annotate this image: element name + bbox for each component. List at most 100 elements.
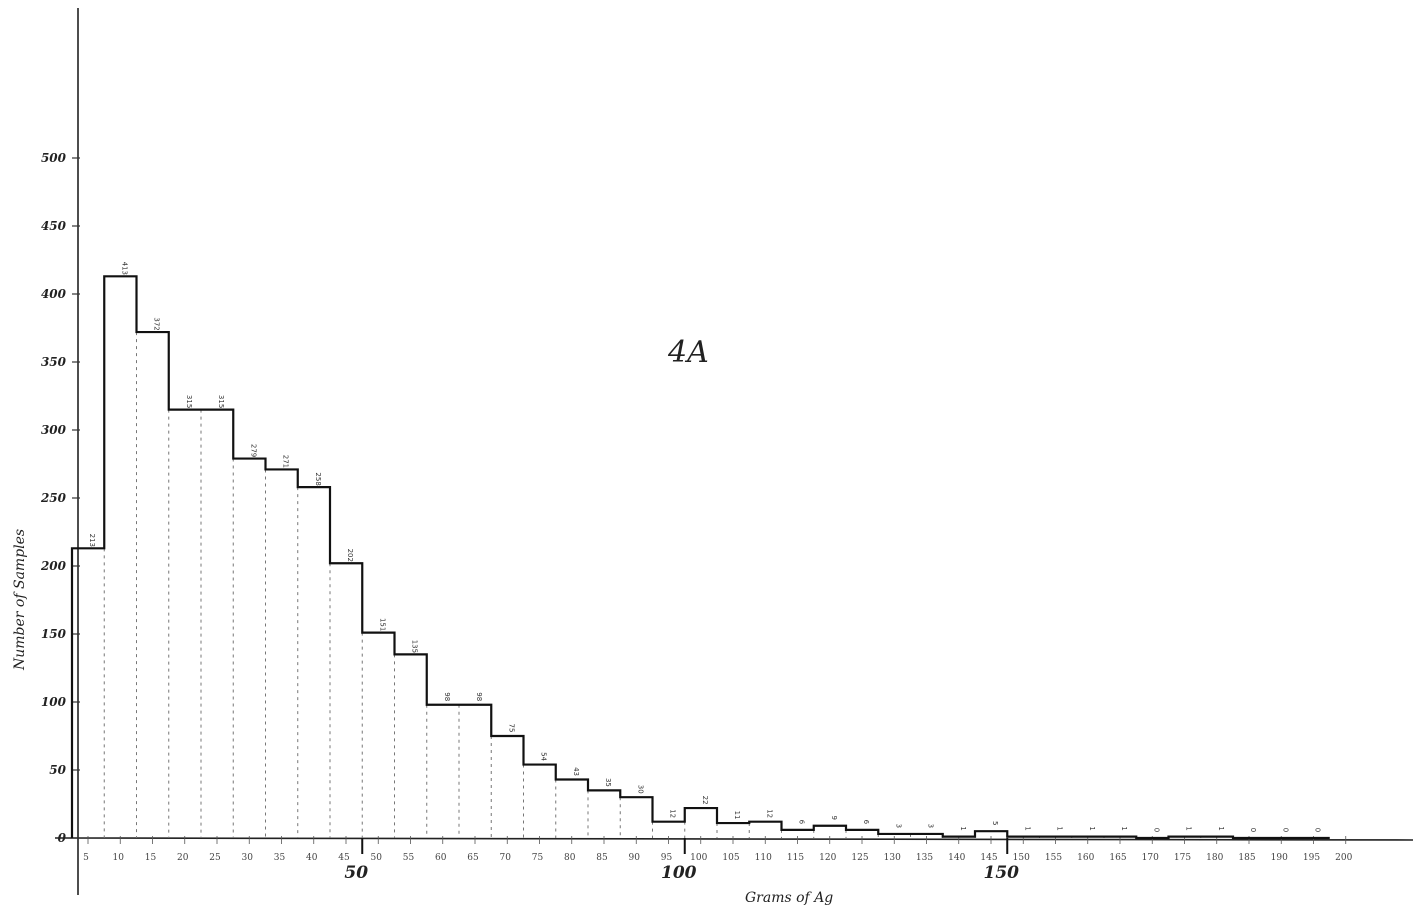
- bar-value-label: 279: [249, 444, 257, 457]
- bar-value-label: 315: [217, 395, 225, 408]
- x-axis: [54, 837, 1413, 841]
- histogram-bar: [749, 822, 781, 838]
- x-tick-label: 50: [371, 853, 383, 863]
- x-tick-label: 160: [1077, 853, 1094, 863]
- x-tick-label: 40: [306, 853, 318, 863]
- x-tick-label: 75: [532, 853, 544, 863]
- y-tick-labels: 0 50 100 150 200 250 300 350 400 450 500: [40, 151, 80, 845]
- x-tick-label: 30: [242, 853, 254, 863]
- histogram-outline: [70, 275, 1330, 840]
- chart-title: 4A: [667, 335, 709, 370]
- x-tick-label: 5: [83, 853, 89, 863]
- bar-value-label: 35: [604, 778, 612, 787]
- x-tick-label: 20: [177, 853, 189, 863]
- major-x-tick-labels: 50 100 150: [344, 838, 1019, 883]
- x-tick-label: 60: [435, 853, 447, 863]
- bar-value-label: 0: [1249, 828, 1257, 832]
- x-tick-label: 105: [722, 853, 739, 863]
- x-tick-label: 190: [1271, 853, 1288, 863]
- x-tick-label: 100: [690, 853, 707, 863]
- x-tick-label: 70: [500, 853, 512, 863]
- major-x-tick-label: 100: [661, 863, 697, 883]
- x-tick-labels: 5 10 15 20 25 30 35 40 45 50 55 60 65 70 75 80 85 90 95 100…: [83, 836, 1353, 863]
- x-tick-label: 185: [1238, 853, 1255, 863]
- y-tick-label: 150: [41, 627, 67, 641]
- histogram-bar: [653, 822, 685, 838]
- bar-value-label: 6: [862, 820, 870, 825]
- x-tick-label: 140: [948, 853, 965, 863]
- x-tick-label: 175: [1174, 853, 1191, 863]
- y-axis-title: Number of Samples: [12, 529, 28, 671]
- histogram-bar: [362, 633, 394, 838]
- x-axis-line: [54, 837, 1413, 841]
- bar-value-label: 202: [346, 549, 354, 562]
- bar-value-label: 5: [991, 821, 999, 825]
- histogram-bar: [782, 830, 814, 838]
- y-tick-label: 200: [40, 559, 67, 573]
- x-tick-label: 25: [209, 853, 221, 863]
- bar-value-label: 1: [1185, 826, 1193, 830]
- bar-value-label: 43: [572, 767, 580, 776]
- histogram-bar: [846, 830, 878, 838]
- histogram-bar: [620, 797, 652, 838]
- histogram-bar: [266, 469, 298, 838]
- histogram-bar: [588, 790, 620, 838]
- y-tick-label: 50: [49, 763, 66, 777]
- bar-value-label: 3: [894, 824, 902, 828]
- x-tick-label: 130: [884, 853, 901, 863]
- bar-value-label: 0: [1152, 828, 1160, 832]
- bar-value-label: 1: [1088, 826, 1096, 830]
- bar-value-label: 75: [507, 724, 515, 733]
- x-tick-label: 85: [596, 853, 608, 863]
- y-tick-label: 100: [41, 695, 67, 709]
- bar-value-label: 98: [443, 692, 451, 701]
- histogram-bar: [233, 459, 265, 838]
- x-tick-label: 45: [338, 853, 350, 863]
- histogram-bar: [717, 823, 749, 838]
- x-tick-label: 90: [629, 853, 641, 863]
- x-tick-label: 15: [145, 853, 157, 863]
- bar-value-label: 1: [1120, 826, 1128, 830]
- bar-value-label: 9: [830, 816, 838, 820]
- x-tick-label: 95: [661, 853, 673, 863]
- y-tick-label: 300: [41, 423, 67, 437]
- histogram-bar: [556, 780, 588, 838]
- x-tick-label: 35: [274, 853, 286, 863]
- bar-value-label: 6: [798, 820, 806, 825]
- x-tick-label: 200: [1335, 853, 1352, 863]
- x-tick-label: 120: [819, 853, 836, 863]
- histogram-bar: [427, 705, 459, 838]
- bar-value-label: 1: [1023, 826, 1031, 830]
- bar-value-label: 271: [282, 455, 290, 468]
- x-tick-label: 165: [1109, 853, 1126, 863]
- histogram-bar: [137, 332, 169, 838]
- bar-value-label: 22: [701, 796, 709, 805]
- histogram-bar: [72, 548, 104, 838]
- histogram-bar: [330, 563, 362, 838]
- histogram-bar: [298, 487, 330, 838]
- histogram-bar: [395, 654, 427, 838]
- bar-value-label: 213: [88, 534, 96, 547]
- x-tick-label: 145: [980, 853, 997, 863]
- x-tick-label: 180: [1206, 853, 1223, 863]
- bar-value-label: 30: [636, 785, 644, 794]
- y-tick-label: 400: [41, 287, 67, 301]
- x-tick-label: 55: [403, 853, 415, 863]
- bar-value-label: 11: [733, 811, 741, 820]
- y-tick-label: 500: [41, 151, 67, 165]
- bar-value-label: 1: [1217, 826, 1225, 830]
- bar-value-label: 0: [1314, 828, 1322, 832]
- histogram-bar: [201, 410, 233, 838]
- y-tick-label: 350: [41, 355, 67, 369]
- x-tick-label: 135: [916, 853, 933, 863]
- histogram-bar: [685, 808, 717, 838]
- x-tick-label: 150: [1013, 853, 1030, 863]
- bar-value-label: 413: [120, 262, 128, 275]
- bin-dividers: [103, 332, 1202, 838]
- x-tick-label: 80: [564, 853, 576, 863]
- bar-value-label: 258: [314, 472, 322, 485]
- major-x-tick-label: 50: [344, 863, 368, 883]
- y-tick-label: 450: [41, 219, 67, 233]
